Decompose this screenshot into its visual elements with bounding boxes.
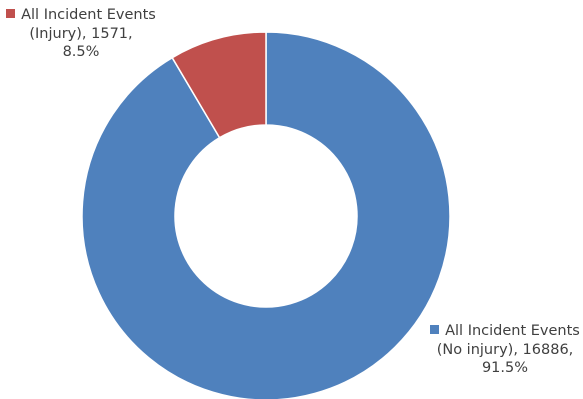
slice-no-injury xyxy=(81,31,451,399)
injury-swatch xyxy=(6,9,16,18)
injury-label-line-2: (Injury), 1571, xyxy=(29,25,133,42)
data-label-injury: All Incident Events (Injury), 1571, 8.5% xyxy=(6,6,156,62)
injury-label-line-1: All Incident Events xyxy=(21,7,156,23)
slice-injury xyxy=(171,31,267,139)
no-injury-label-line-2: (No injury), 16886, xyxy=(436,341,574,358)
no-injury-swatch xyxy=(430,325,440,334)
no-injury-label-line-3: 91.5% xyxy=(481,360,529,376)
no-injury-label-line-1: All Incident Events xyxy=(445,323,580,339)
injury-label-line-3: 8.5% xyxy=(62,44,100,60)
donut-slices xyxy=(81,31,451,399)
data-label-no-injury: All Incident Events (No injury), 16886, … xyxy=(430,322,580,378)
